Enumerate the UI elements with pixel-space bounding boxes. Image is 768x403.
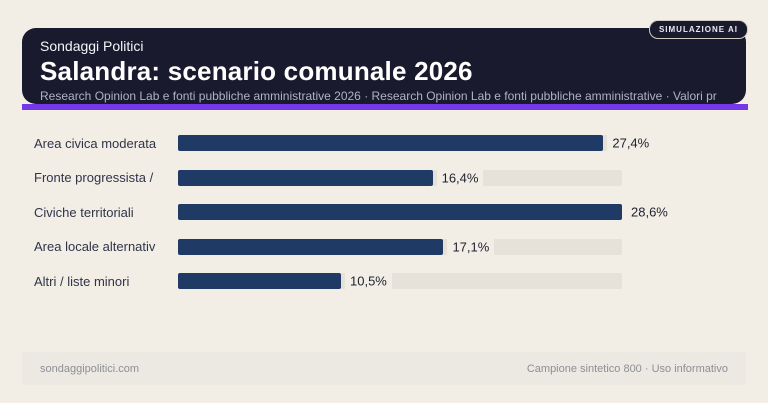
bar-track: 16,4%: [178, 168, 622, 188]
footer-sample-note: Campione sintetico 800 · Uso informativo: [526, 362, 728, 375]
footer-bar: sondaggipolitici.com Campione sintetico …: [22, 352, 746, 385]
chart-row: Area civica moderata 27,4%: [34, 126, 734, 161]
chart-row: Civiche territoriali 28,6%: [34, 195, 734, 230]
bar-track: 27,4%: [178, 133, 655, 153]
category-label: Fronte progressista /: [34, 170, 154, 186]
chart-row: Area locale alternativ 17,1%: [34, 230, 734, 265]
value-label: 28,6%: [626, 202, 673, 222]
bar-track: 17,1%: [178, 237, 622, 257]
chart-row: Fronte progressista / 16,4%: [34, 161, 734, 196]
chart-row: Altri / liste minori 10,5%: [34, 264, 734, 299]
value-label: 10,5%: [345, 271, 392, 291]
category-label: Altri / liste minori: [34, 273, 130, 289]
bar-fill: [178, 273, 341, 290]
bar-track: 10,5%: [178, 271, 622, 291]
category-label: Civiche territoriali: [34, 204, 134, 220]
bar-track: 28,6%: [178, 202, 673, 222]
header-card: Sondaggi Politici Salandra: scenario com…: [22, 28, 746, 104]
value-label: 17,1%: [447, 237, 495, 257]
bar-fill: [178, 169, 433, 186]
category-label: Area civica moderata: [34, 135, 157, 151]
accent-divider: [22, 104, 748, 110]
horizontal-bar-chart: Area civica moderata 27,4% Fronte progress…: [34, 126, 734, 299]
bar-fill: [178, 204, 622, 221]
value-label: 27,4%: [607, 133, 655, 153]
category-label: Area locale alternativ: [34, 239, 156, 255]
value-label: 16,4%: [436, 168, 484, 188]
page-title: Salandra: scenario comunale 2026: [40, 56, 473, 86]
source-subtitle: Research Opinion Lab e fonti pubbliche a…: [40, 89, 717, 103]
brand-kicker: Sondaggi Politici: [40, 38, 144, 54]
simulation-badge: SIMULAZIONE AI: [648, 20, 748, 39]
bar-fill: [178, 238, 444, 255]
footer-site-label: sondaggipolitici.com: [40, 362, 140, 375]
bar-fill: [178, 135, 604, 152]
